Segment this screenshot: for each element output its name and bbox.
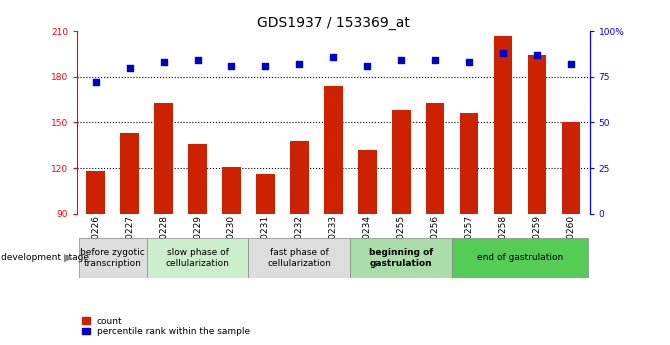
Bar (426, 103, 444, 214)
Text: before zygotic
transcription: before zygotic transcription (80, 248, 145, 268)
Point (90, 79, 101, 85)
Point (362, 63, 373, 69)
Bar (324, 86, 342, 214)
Point (294, 61, 305, 67)
Bar (494, 36, 513, 214)
Title: GDS1937 / 153369_at: GDS1937 / 153369_at (257, 16, 410, 30)
Bar (256, 174, 275, 214)
Bar (249, 238, 350, 278)
Point (125, 65, 135, 70)
Text: slow phase of
cellularization: slow phase of cellularization (165, 248, 230, 268)
Text: ▶: ▶ (64, 253, 72, 263)
Bar (350, 238, 452, 278)
Bar (147, 238, 249, 278)
Point (396, 58, 407, 63)
Bar (222, 167, 241, 214)
Point (565, 61, 576, 67)
Point (158, 59, 169, 65)
Point (531, 52, 542, 58)
Bar (358, 150, 377, 214)
Point (429, 58, 440, 63)
Text: fast phase of
cellularization: fast phase of cellularization (267, 248, 332, 268)
Bar (460, 113, 478, 214)
Bar (86, 171, 105, 214)
Bar (290, 141, 309, 214)
Bar (392, 110, 411, 214)
Text: development stage: development stage (1, 253, 89, 263)
Text: end of gastrulation: end of gastrulation (477, 253, 563, 263)
Bar (188, 144, 207, 214)
Point (226, 63, 237, 69)
Point (192, 58, 203, 63)
Point (260, 63, 271, 69)
Bar (79, 238, 147, 278)
Point (328, 54, 338, 59)
Point (498, 50, 509, 56)
Bar (452, 238, 588, 278)
Point (464, 59, 474, 65)
Bar (528, 56, 546, 214)
Text: beginning of
gastrulation: beginning of gastrulation (369, 248, 433, 268)
Bar (561, 122, 580, 214)
Legend: count, percentile rank within the sample: count, percentile rank within the sample (82, 316, 251, 337)
Bar (121, 133, 139, 214)
Bar (154, 103, 173, 214)
